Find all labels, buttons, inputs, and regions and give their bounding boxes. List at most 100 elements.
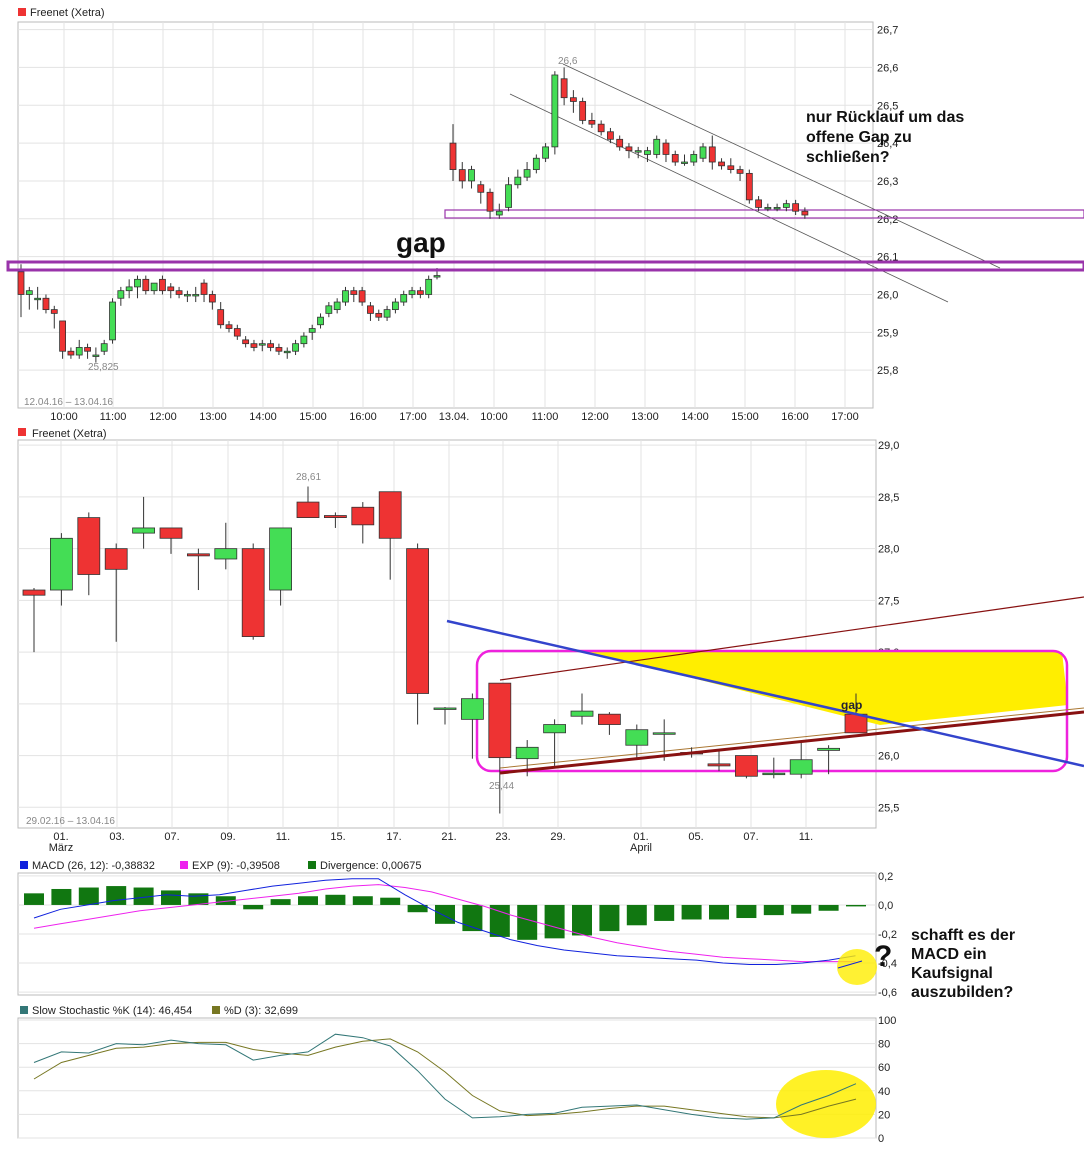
daily-x-axis: 01. 03. 07. 09. 11. 15. 17. 21. 23. 29. 01. 05. 07. 1…: [49, 831, 813, 854]
candle-body: [708, 146, 716, 163]
candle-body: [175, 290, 183, 295]
candle-body: [764, 207, 772, 210]
x-tick-label: 07.: [743, 831, 758, 843]
divergence-bar: [791, 904, 812, 914]
candle-body: [735, 755, 758, 777]
y-tick-label: -0,4: [878, 958, 897, 970]
y-tick-label: 25,5: [878, 802, 899, 814]
candle-body: [317, 316, 324, 326]
stoch-d-legend: %D (3): 32,699: [224, 1005, 298, 1017]
x-tick-label: 16:00: [349, 411, 377, 423]
candle-body: [468, 169, 475, 182]
candle-body: [569, 97, 577, 102]
candle-body: [817, 747, 840, 751]
divergence-legend-swatch: [308, 861, 316, 869]
y-tick-label: 28,5: [878, 492, 899, 504]
gap-target-zone: [444, 209, 1084, 219]
trendline-middle-thin: [499, 707, 1084, 769]
y-tick-label: 100: [878, 1015, 896, 1027]
divergence-bar: [161, 890, 181, 905]
y-tick-label: 26,4: [877, 138, 898, 150]
candle-body: [125, 286, 133, 292]
x-tick-label: 21.: [441, 831, 456, 843]
candle-body: [350, 290, 358, 295]
y-tick-label: 80: [878, 1039, 890, 1051]
candle-body: [17, 271, 25, 295]
x-month-label: April: [630, 842, 652, 854]
candle-body: [460, 698, 484, 720]
candle-body: [167, 286, 175, 292]
x-tick-label: 11.: [799, 831, 813, 843]
candle-body: [755, 199, 762, 208]
annotation-gap-line-2: offene Gap zu: [806, 129, 912, 146]
stoch-k-legend-swatch: [20, 1006, 28, 1014]
divergence-bar: [133, 887, 154, 905]
candle-body: [782, 203, 790, 208]
stoch-k-legend: Slow Stochastic %K (14): 46,454: [32, 1005, 192, 1017]
gap-label: gap: [396, 227, 446, 258]
candle-body: [406, 548, 430, 694]
candle-body: [142, 278, 150, 292]
divergence-bar: [818, 904, 839, 911]
x-tick-label: 13:00: [631, 411, 659, 423]
candle-body: [625, 729, 649, 746]
candle-body: [159, 527, 183, 539]
candle-body: [217, 309, 225, 326]
candle-body: [267, 343, 275, 348]
daily-gap-label: gap: [841, 698, 862, 712]
candle-body: [607, 131, 614, 140]
candle-body: [488, 682, 512, 759]
x-tick-label: 10:00: [480, 411, 508, 423]
divergence-bar: [270, 899, 291, 905]
candle-body: [588, 119, 596, 125]
stochastic-panel: Slow Stochastic %K (14): 46,454 %D (3): …: [17, 1005, 896, 1145]
candle-body: [486, 191, 494, 212]
x-tick-label: 13.04.: [439, 411, 470, 423]
candle-body: [375, 312, 383, 318]
annotation-gap-line-1: nur Rücklauf um das: [806, 109, 964, 126]
candle-body: [358, 290, 366, 303]
intraday-y-axis: 25,825,926,026,126,226,326,426,526,626,7: [877, 25, 898, 378]
candle-body: [400, 294, 408, 303]
candle-body: [200, 282, 208, 295]
intraday-low-label: 25,825: [88, 362, 119, 373]
candle-body: [342, 290, 349, 303]
channel-line-lower: [509, 93, 949, 303]
divergence-bar: [736, 904, 757, 919]
candle-body: [192, 294, 200, 297]
candle-body: [233, 328, 241, 337]
candle-body: [690, 154, 698, 163]
candle-body: [653, 138, 661, 155]
x-tick-label: 23.: [495, 831, 510, 843]
y-tick-label: 26,0: [878, 751, 899, 763]
macd-question-mark: ?: [874, 940, 892, 973]
stochastic-plot-frame: [17, 1017, 877, 1139]
intraday-candles: [17, 67, 809, 363]
macd-line: [33, 878, 856, 965]
candle-body: [542, 146, 549, 159]
x-tick-label: 03.: [109, 831, 124, 843]
y-tick-label: 20: [878, 1109, 890, 1121]
exp-legend: EXP (9): -0,39508: [192, 860, 280, 872]
candle-body: [792, 203, 800, 212]
daily-y-axis: 25,526,026,527,027,528,028,529,0: [878, 440, 899, 814]
y-tick-label: 27,5: [878, 595, 899, 607]
stoch-d-legend-swatch: [212, 1006, 220, 1014]
intraday-x-axis: 10:00 11:00 12:00 13:00 14:00 15:00 16:00 17:00…: [50, 411, 859, 423]
daily-plot-frame: [17, 439, 877, 829]
exp-line: [33, 884, 856, 963]
candle-body: [25, 290, 33, 295]
stochastic-highlight-circle: [776, 1070, 876, 1138]
candle-body: [77, 517, 101, 575]
candle-body: [50, 537, 73, 591]
gap-zone: [6, 260, 1084, 272]
divergence-bar: [846, 904, 866, 907]
candle-body: [183, 294, 191, 297]
divergence-bar: [599, 904, 620, 932]
candle-body: [543, 724, 566, 734]
divergence-bar: [51, 888, 72, 905]
intraday-legend: Freenet (Xetra): [30, 7, 105, 19]
candle-body: [570, 710, 594, 717]
candle-body: [242, 339, 250, 345]
